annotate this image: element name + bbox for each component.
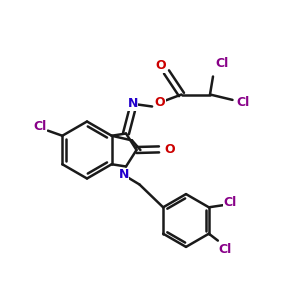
Text: Cl: Cl	[224, 196, 237, 209]
Text: O: O	[156, 59, 167, 72]
Text: Cl: Cl	[219, 243, 232, 256]
Text: Cl: Cl	[33, 120, 46, 133]
Text: Cl: Cl	[236, 95, 250, 109]
Text: O: O	[154, 96, 165, 109]
Text: Cl: Cl	[215, 57, 229, 70]
Text: N: N	[128, 97, 138, 110]
Text: N: N	[118, 168, 129, 182]
Text: O: O	[165, 143, 176, 156]
